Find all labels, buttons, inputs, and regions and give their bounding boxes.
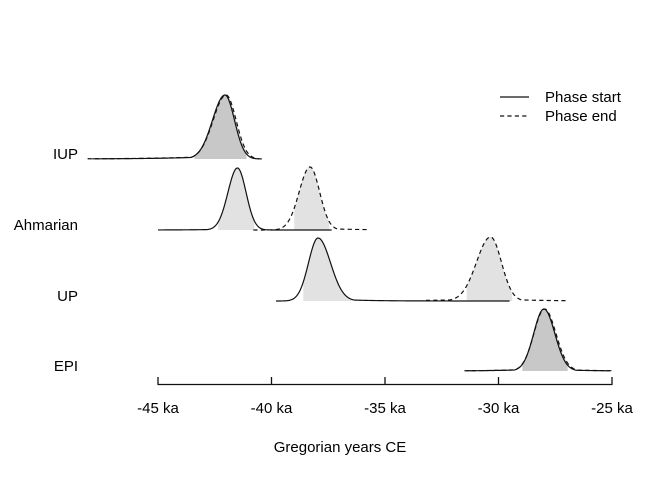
x-axis: -45 ka -40 ka -35 ka -30 ka -25 ka xyxy=(137,377,633,417)
ahmarian-end-curve xyxy=(253,166,370,231)
row-label-iup: IUP xyxy=(53,146,78,163)
epi-start-fill xyxy=(522,309,568,371)
up-start-curve xyxy=(276,237,510,302)
row-label-up: UP xyxy=(57,288,78,305)
iup-start-fill xyxy=(194,95,247,159)
up-end-curve xyxy=(425,236,567,302)
epi-end-fill xyxy=(522,309,568,371)
x-tick-label-0: -45 ka xyxy=(137,400,179,417)
ahmarian-start-curve xyxy=(158,167,332,231)
x-tick-label-4: -25 ka xyxy=(591,400,633,417)
up-end-fill xyxy=(466,237,513,301)
x-axis-title: Gregorian years CE xyxy=(274,439,407,456)
row-label-epi: EPI xyxy=(54,358,78,375)
legend-label-phase-start: Phase start xyxy=(545,89,622,106)
x-tick-label-1: -40 ka xyxy=(251,400,293,417)
iup-end-fill xyxy=(194,95,247,159)
ahmarian-end-fill xyxy=(294,167,330,230)
density-curves xyxy=(87,94,612,372)
row-label-ahmarian: Ahmarian xyxy=(14,217,78,234)
row-labels: IUP Ahmarian UP EPI xyxy=(14,146,78,375)
x-tick-label-2: -35 ka xyxy=(364,400,406,417)
up-start-fill xyxy=(303,238,353,301)
legend: Phase start Phase end xyxy=(500,89,622,125)
legend-label-phase-end: Phase end xyxy=(545,108,617,125)
x-tick-label-3: -30 ka xyxy=(478,400,520,417)
epi-end-curve xyxy=(464,308,612,372)
ahmarian-start-fill xyxy=(218,168,255,230)
